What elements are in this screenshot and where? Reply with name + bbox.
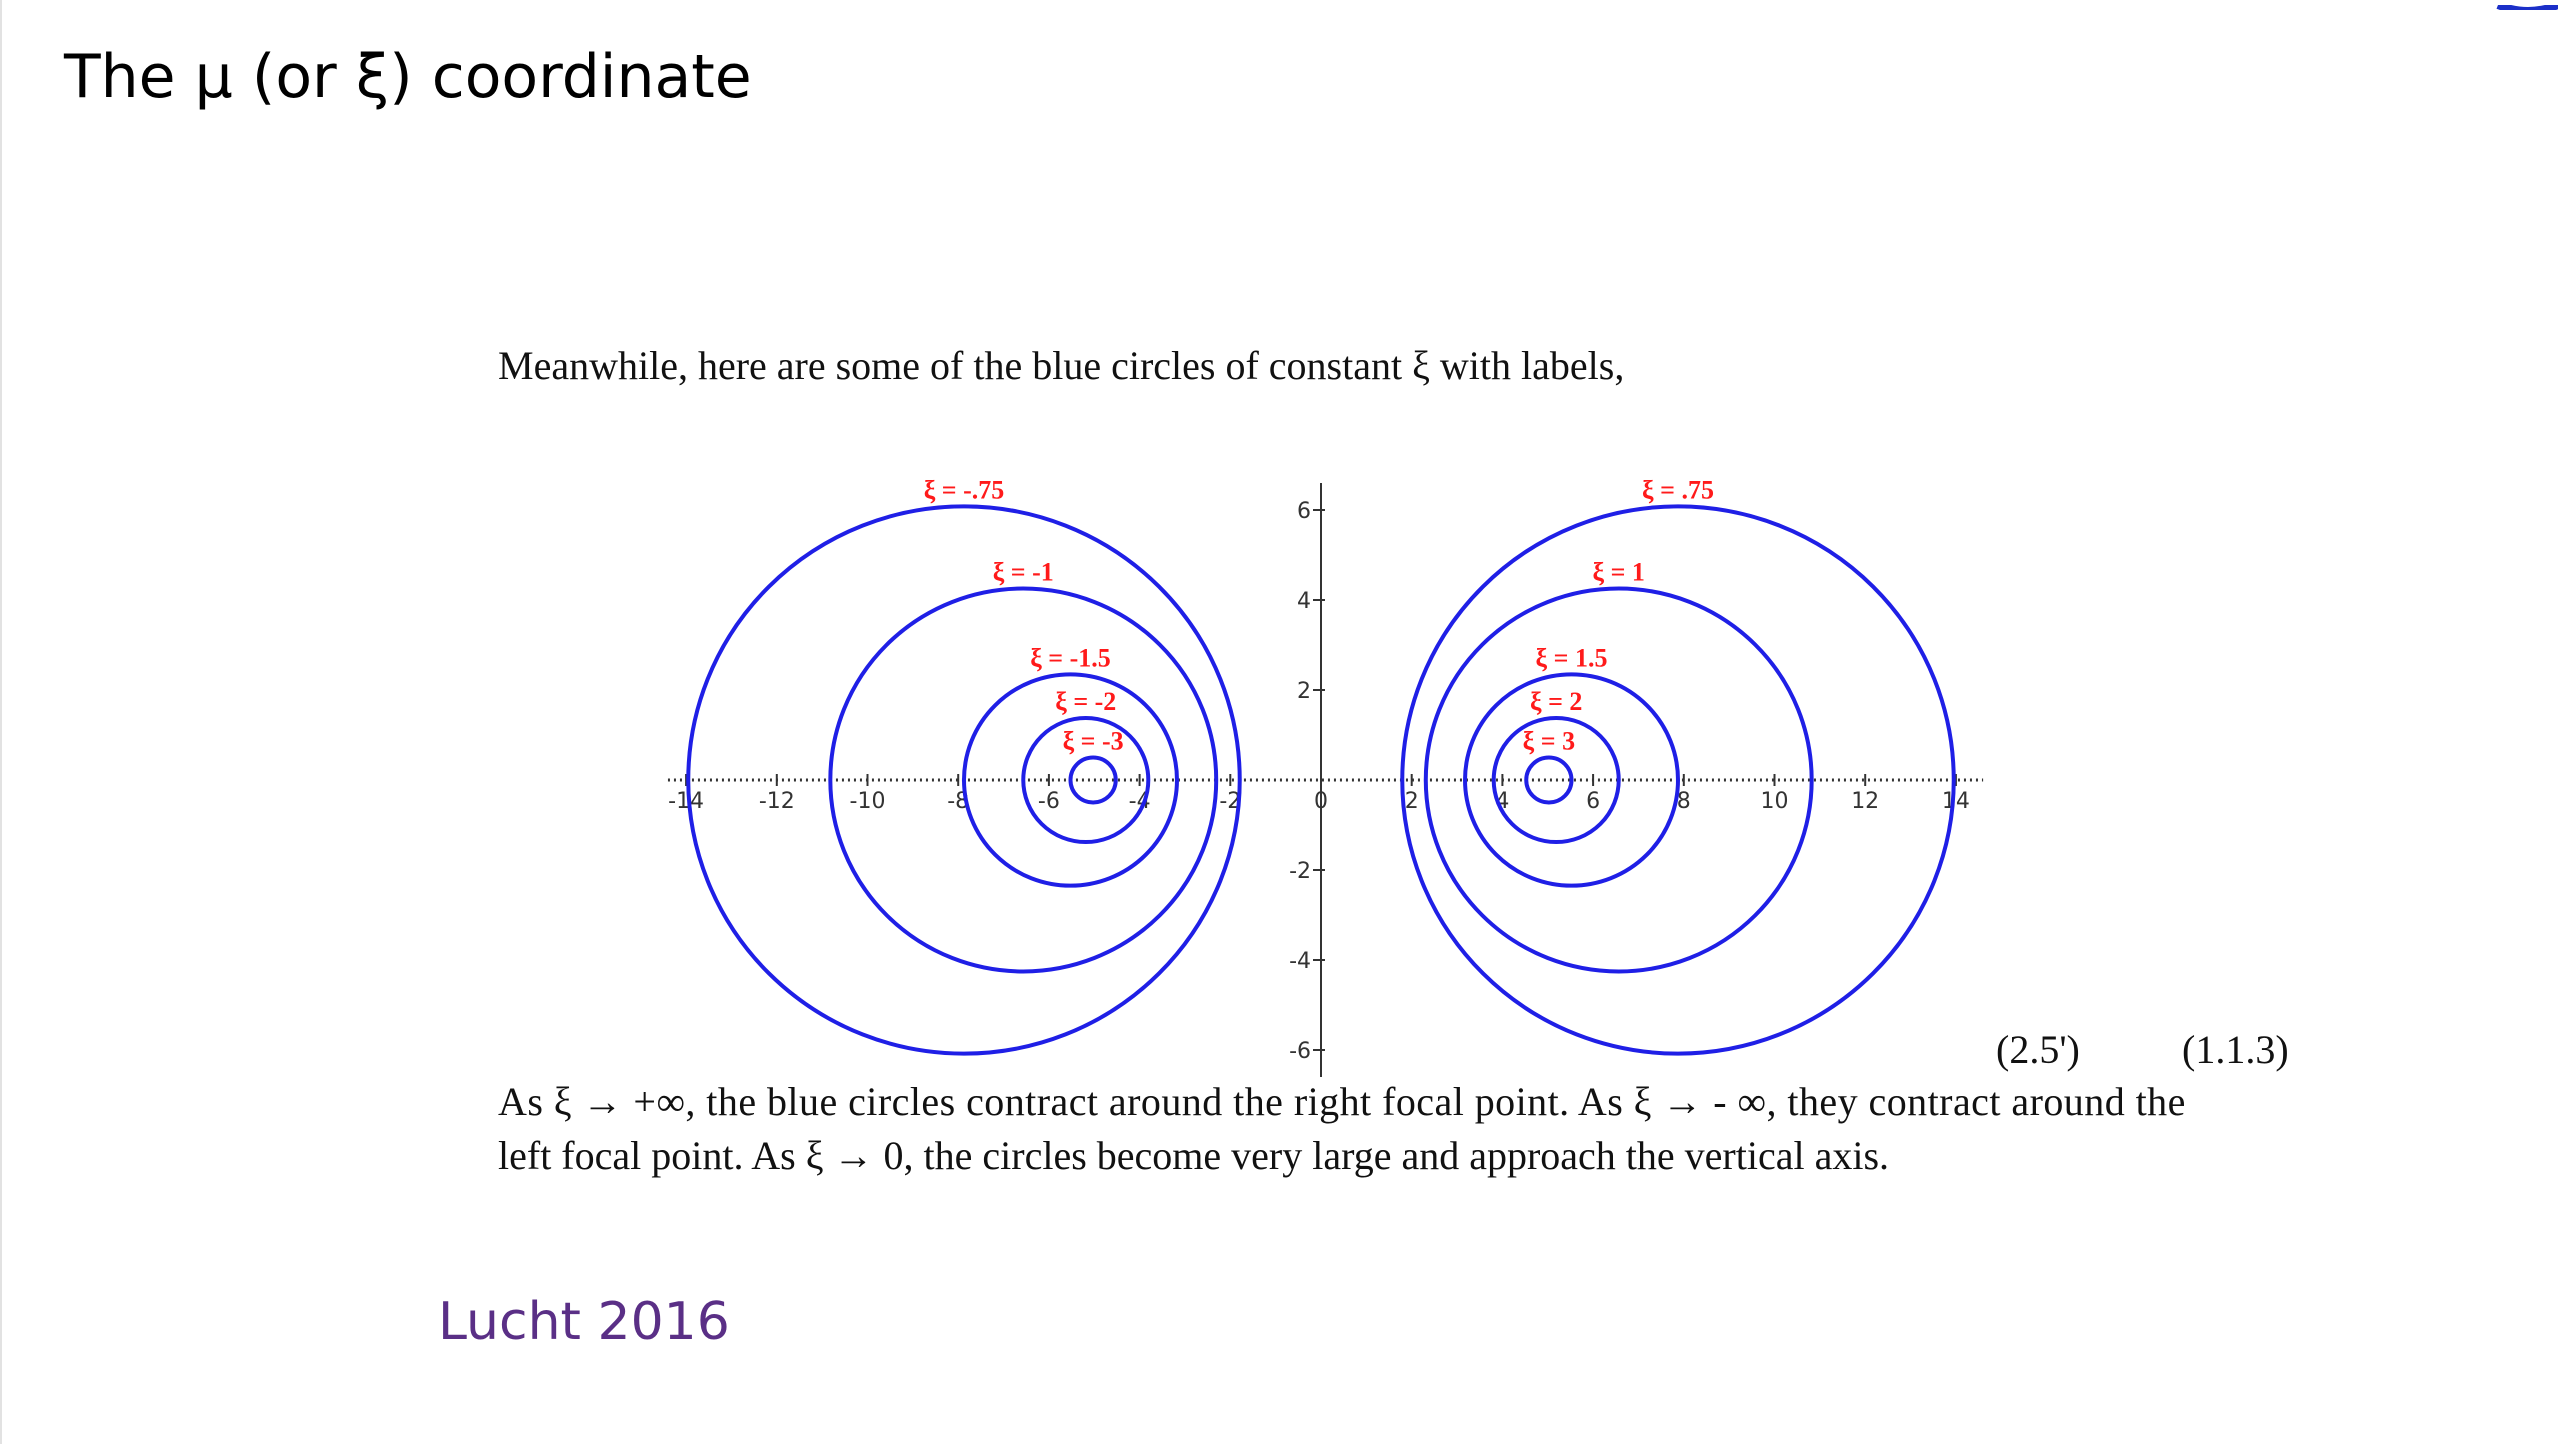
x-tick-label: -2 — [1219, 789, 1241, 814]
equation-number-left: (2.5') — [1996, 1027, 2080, 1072]
slide-left-border — [0, 0, 2, 1444]
xi-circle-label: ξ = -1 — [993, 558, 1054, 587]
y-tick-label: -6 — [1289, 1039, 1311, 1064]
xi-circle-label: ξ = -3 — [1063, 727, 1124, 756]
paragraph-line-1: As ξ → +∞, the blue circles contract aro… — [498, 1079, 2186, 1124]
x-tick-label: 14 — [1942, 789, 1970, 814]
y-tick-label: 2 — [1297, 679, 1311, 704]
intro-sentence: Meanwhile, here are some of the blue cir… — [498, 343, 1625, 388]
xi-circle-label: ξ = 3 — [1523, 727, 1575, 756]
xi-circle — [1423, 586, 1814, 974]
xi-circle — [1400, 504, 1956, 1056]
xi-circle-label: ξ = -2 — [1055, 687, 1116, 716]
x-tick-label: 8 — [1677, 789, 1691, 814]
x-tick-label: -10 — [850, 789, 886, 814]
x-tick-label: -14 — [668, 789, 704, 814]
y-tick-label: 6 — [1297, 499, 1311, 524]
xi-circle-label: ξ = 1.5 — [1536, 643, 1608, 672]
x-tick-label: 10 — [1761, 789, 1789, 814]
slide-title: The μ (or ξ) coordinate — [64, 42, 752, 112]
xi-circle — [1524, 755, 1574, 805]
paragraph-line-2: left focal point. As ξ → 0, the circles … — [498, 1133, 1890, 1178]
equation-number-right: (1.1.3) — [2182, 1027, 2289, 1072]
x-tick-label: -6 — [1038, 789, 1060, 814]
y-tick-label: 4 — [1297, 589, 1311, 614]
xi-circle — [1491, 715, 1621, 845]
credit-label: Lucht 2016 — [438, 1292, 730, 1352]
y-tick-label: -4 — [1289, 949, 1311, 974]
y-tick-label: -2 — [1289, 859, 1311, 884]
xi-circle — [1021, 715, 1151, 845]
x-tick-label: 6 — [1586, 789, 1600, 814]
xi-circle — [686, 504, 1242, 1056]
xi-circle-label: ξ = .75 — [1642, 475, 1714, 504]
x-tick-label: -12 — [759, 789, 795, 814]
xi-circle-label: ξ = 1 — [1593, 558, 1645, 587]
xi-circle-label: ξ = -1.5 — [1030, 643, 1111, 672]
x-tick-label: 12 — [1851, 789, 1879, 814]
xi-circle — [1463, 672, 1681, 888]
xi-circle — [828, 586, 1219, 974]
corner-decoration — [2488, 0, 2558, 10]
xi-circle-label: ξ = -.75 — [924, 475, 1005, 504]
xi-circle — [961, 672, 1179, 888]
xi-circle — [1068, 755, 1118, 805]
x-tick-label: 0 — [1314, 789, 1328, 814]
xi-circle-label: ξ = 2 — [1530, 687, 1582, 716]
x-tick-label: 2 — [1405, 789, 1419, 814]
